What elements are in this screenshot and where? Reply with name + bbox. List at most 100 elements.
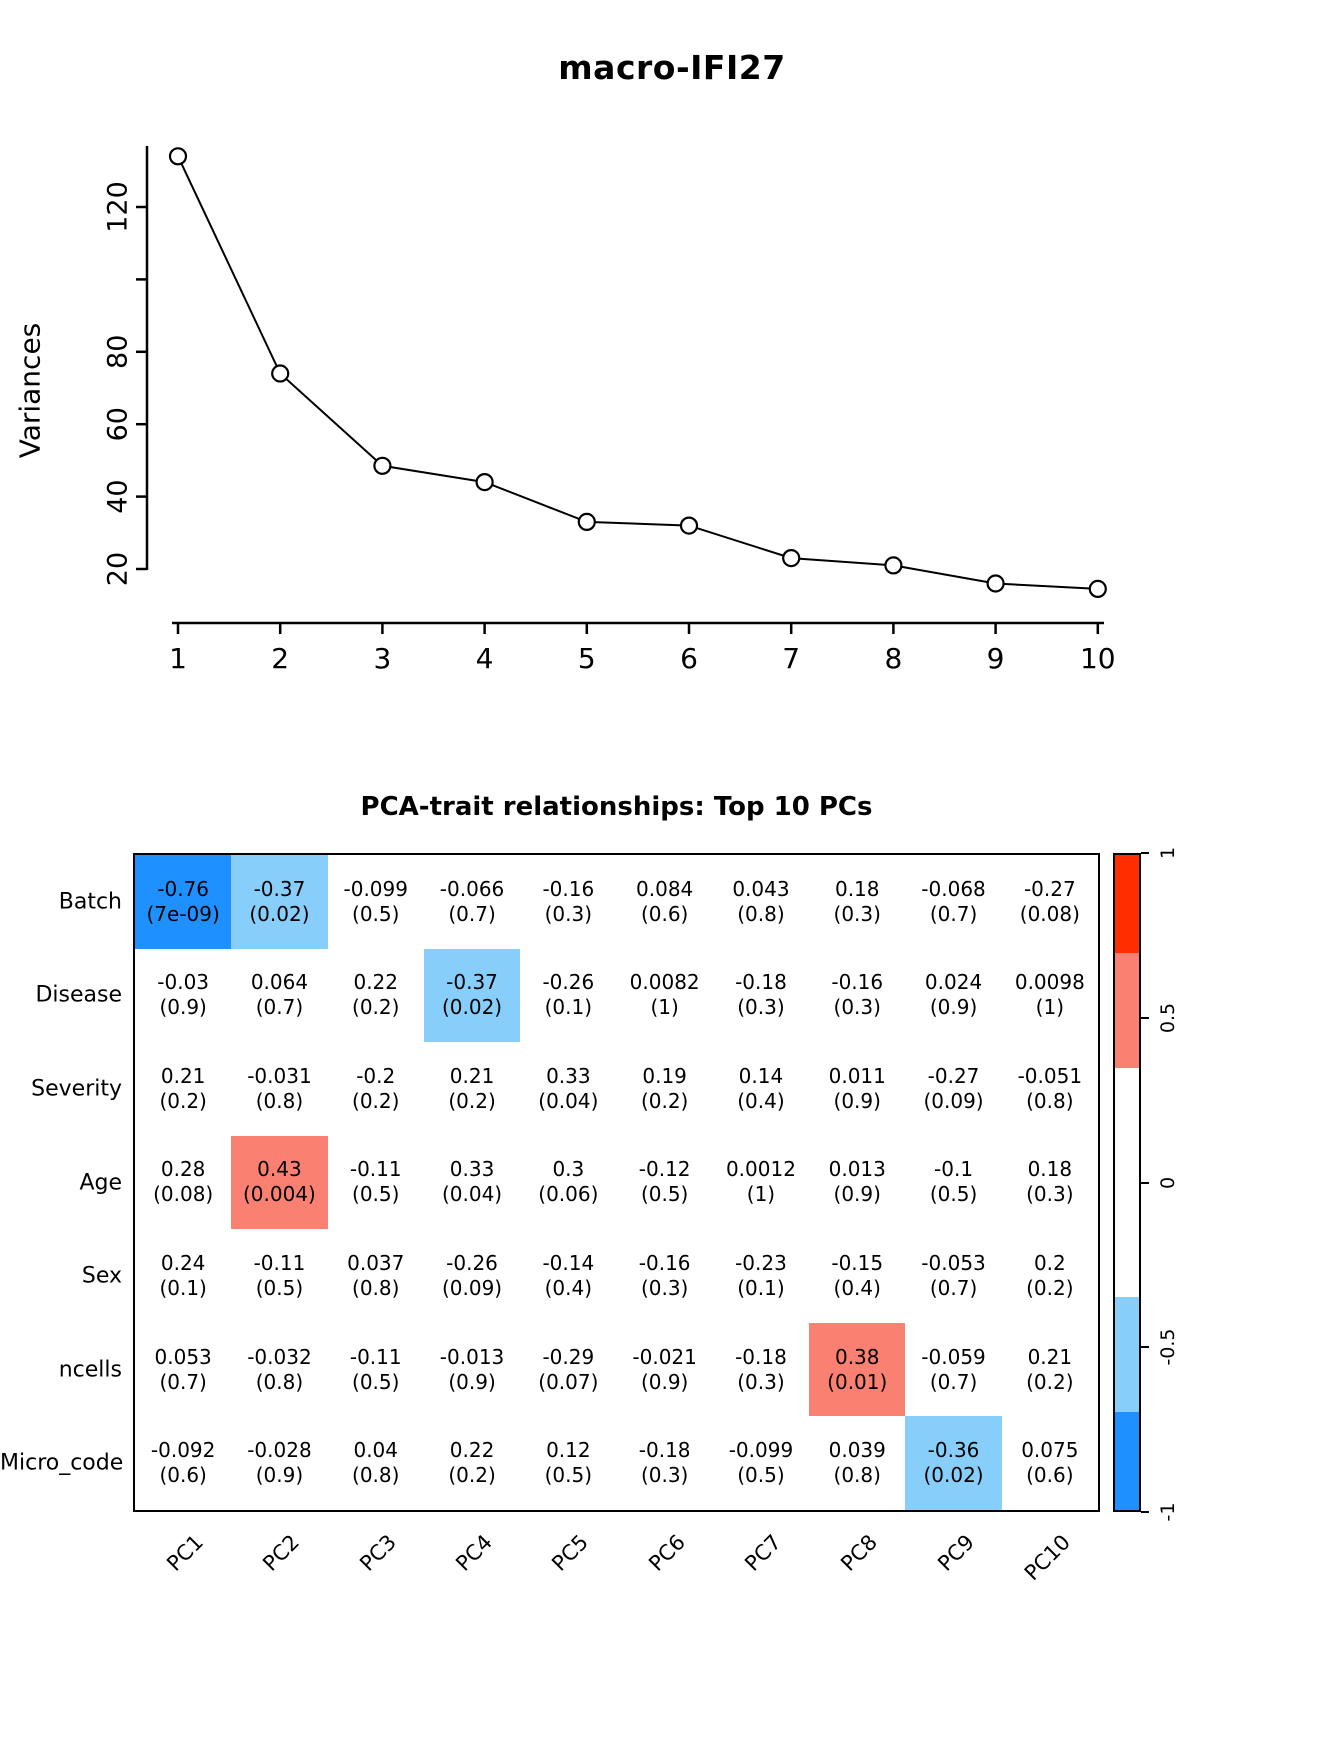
heatmap-cell-Micro_code-PC8: 0.039 (0.8) — [809, 1416, 906, 1510]
cell-p-value: (0.4) — [737, 1088, 785, 1113]
variance-point — [577, 512, 596, 532]
cell-correlation-value: -0.031 — [247, 1063, 312, 1088]
heatmap-cell-Micro_code-PC1: -0.092 (0.6) — [135, 1416, 232, 1510]
heatmap-cell-ncells-PC6: -0.021 (0.9) — [616, 1322, 713, 1417]
heatmap-row-label-Sex: Sex — [81, 1263, 122, 1289]
heatmap-cell-Disease-PC10: 0.0098 (1) — [1001, 948, 1098, 1043]
cell-p-value: (1) — [1035, 995, 1065, 1020]
cell-p-value: (0.8) — [833, 1463, 881, 1488]
cell-correlation-value: -0.2 — [356, 1063, 396, 1088]
cell-correlation-value: 0.04 — [353, 1438, 398, 1463]
cell-correlation-value: 0.18 — [1027, 1157, 1073, 1182]
cell-correlation-value: -0.36 — [927, 1438, 980, 1463]
heatmap-column-label-PC8: PC8 — [836, 1530, 883, 1576]
heatmap-cell-Sex-PC4: -0.26 (0.09) — [423, 1229, 521, 1323]
cell-correlation-value: -0.1 — [934, 1157, 974, 1182]
cell-correlation-value: -0.059 — [921, 1344, 986, 1369]
x-tick-label: 9 — [987, 642, 1005, 675]
cell-correlation-value: 0.039 — [828, 1438, 886, 1463]
cell-correlation-value: 0.011 — [828, 1063, 886, 1088]
cell-p-value: (0.09) — [923, 1088, 984, 1113]
cell-p-value: (0.3) — [544, 901, 593, 926]
cell-correlation-value: -0.021 — [632, 1344, 697, 1369]
heatmap-cell-Batch-PC8: 0.18 (0.3) — [809, 855, 906, 949]
cell-correlation-value: 0.2 — [1033, 1251, 1066, 1276]
cell-correlation-value: 0.19 — [642, 1063, 687, 1088]
y-tick-label: 20 — [103, 552, 134, 586]
cell-p-value: (0.5) — [255, 1276, 304, 1301]
colorbar-tick-label: 0 — [1157, 1176, 1179, 1189]
cell-p-value: (0.04) — [441, 1182, 503, 1207]
cell-correlation-value: 0.33 — [449, 1157, 495, 1182]
cell-correlation-value: 0.043 — [732, 876, 790, 901]
cell-correlation-value: -0.26 — [542, 970, 595, 995]
heatmap-cell-Severity-PC3: -0.2 (0.2) — [327, 1042, 424, 1136]
cell-correlation-value: 0.21 — [1027, 1344, 1073, 1369]
colorbar-band-1 — [1115, 953, 1139, 1068]
variance-point — [679, 516, 699, 535]
cell-p-value: (0.9) — [159, 995, 207, 1020]
cell-p-value: (0.1) — [159, 1276, 207, 1301]
cell-p-value: (0.7) — [448, 901, 496, 926]
cell-p-value: (0.06) — [538, 1182, 599, 1207]
cell-correlation-value: 0.0098 — [1014, 970, 1085, 995]
x-tick-label: 4 — [476, 642, 494, 675]
heatmap-cell-Batch-PC3: -0.099 (0.5) — [327, 855, 424, 949]
cell-p-value: (0.5) — [640, 1182, 689, 1207]
cell-p-value: (0.3) — [640, 1276, 689, 1301]
heatmap-cell-Age-PC3: -0.11 (0.5) — [327, 1135, 424, 1230]
heatmap-cell-Batch-PC6: 0.084 (0.6) — [616, 855, 713, 949]
cell-p-value: (0.3) — [640, 1463, 689, 1488]
colorbar-tick — [1141, 1016, 1149, 1019]
heatmap-cell-Age-PC2: 0.43 (0.004) — [231, 1135, 328, 1230]
heatmap-column-label-PC10: PC10 — [1019, 1530, 1075, 1586]
cell-correlation-value: -0.032 — [247, 1344, 312, 1369]
cell-p-value: (0.6) — [159, 1463, 207, 1488]
heatmap-column-label-PC1: PC1 — [162, 1530, 209, 1576]
x-tick-label: 3 — [373, 642, 391, 675]
heatmap-cell-Sex-PC1: 0.24 (0.1) — [135, 1229, 232, 1323]
cell-correlation-value: 0.22 — [353, 970, 398, 995]
heatmap-cell-Age-PC7: 0.0012 (1) — [712, 1135, 810, 1230]
heatmap-cell-Severity-PC5: 0.33 (0.04) — [520, 1042, 617, 1136]
heatmap-cell-Micro_code-PC7: -0.099 (0.5) — [712, 1416, 810, 1510]
cell-correlation-value: 0.064 — [250, 970, 309, 995]
cell-correlation-value: -0.051 — [1017, 1063, 1083, 1088]
cell-p-value: (0.2) — [448, 1463, 496, 1488]
colorbar-tick — [1141, 1181, 1149, 1184]
heatmap-row-label-Batch: Batch — [58, 889, 122, 915]
cell-p-value: (0.1) — [737, 1276, 785, 1301]
cell-correlation-value: -0.066 — [439, 876, 505, 901]
cell-p-value: (0.5) — [352, 1182, 400, 1207]
heatmap-cell-Sex-PC9: -0.053 (0.7) — [905, 1229, 1002, 1323]
heatmap-cell-Batch-PC2: -0.37 (0.02) — [231, 855, 328, 949]
cell-p-value: (1) — [650, 995, 679, 1020]
cell-correlation-value: 0.18 — [834, 876, 880, 901]
cell-p-value: (0.2) — [1026, 1276, 1074, 1301]
heatmap-cell-Age-PC10: 0.18 (0.3) — [1001, 1135, 1098, 1230]
cell-correlation-value: -0.11 — [349, 1157, 402, 1182]
heatmap-cell-ncells-PC8: 0.38 (0.01) — [809, 1322, 906, 1417]
cell-correlation-value: -0.14 — [542, 1251, 595, 1276]
x-tick-label: 8 — [884, 642, 902, 675]
cell-p-value: (0.5) — [352, 1369, 400, 1394]
x-tick-label: 1 — [169, 642, 187, 675]
cell-correlation-value: -0.11 — [253, 1251, 306, 1276]
heatmap-cell-Severity-PC4: 0.21 (0.2) — [423, 1042, 521, 1136]
heatmap-cell-Disease-PC9: 0.024 (0.9) — [905, 948, 1002, 1043]
cell-p-value: (0.004) — [243, 1182, 316, 1207]
variance-point — [884, 556, 903, 575]
cell-correlation-value: 0.43 — [257, 1157, 302, 1182]
heatmap-cell-Sex-PC10: 0.2 (0.2) — [1001, 1229, 1098, 1323]
cell-p-value: (0.8) — [255, 1369, 304, 1394]
heatmap-column-label-PC9: PC9 — [932, 1530, 979, 1576]
cell-correlation-value: 0.12 — [546, 1438, 591, 1463]
heatmap-cell-Disease-PC6: 0.0082 (1) — [616, 948, 713, 1043]
heatmap-cell-Disease-PC3: 0.22 (0.2) — [327, 948, 424, 1043]
colorbar-band-2 — [1115, 1067, 1139, 1298]
heatmap-cell-Micro_code-PC4: 0.22 (0.2) — [423, 1416, 521, 1510]
cell-correlation-value: 0.38 — [834, 1344, 880, 1369]
cell-p-value: (0.9) — [929, 995, 978, 1020]
cell-correlation-value: 0.33 — [546, 1063, 591, 1088]
colorbar-tick-label: -1 — [1157, 1502, 1179, 1522]
